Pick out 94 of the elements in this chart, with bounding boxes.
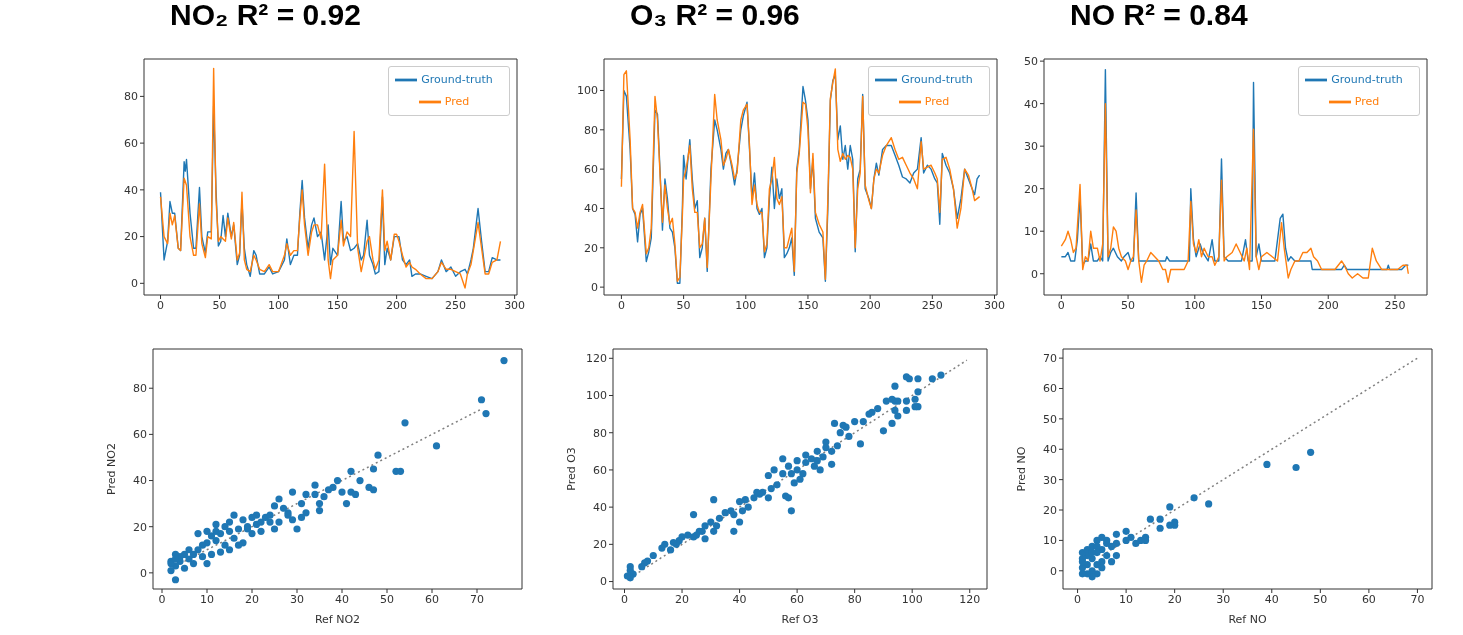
x-tick-label: 100 — [268, 298, 290, 312]
y-tick-label: 40 — [593, 501, 607, 515]
y-tick-label: 60 — [124, 137, 138, 151]
x-tick-label: 100 — [1184, 298, 1206, 312]
legend-label: Ground-truth — [1331, 73, 1403, 86]
y-tick-label: 70 — [1043, 352, 1057, 366]
y-tick-label: 60 — [133, 428, 147, 442]
x-tick-label: 250 — [921, 298, 943, 312]
y-axis-title: Pred O3 — [564, 447, 578, 491]
y-tick-label: 20 — [584, 241, 598, 255]
x-tick-label: 250 — [445, 298, 467, 312]
x-tick-label: 30 — [1216, 592, 1231, 606]
y-tick-label: 100 — [586, 389, 607, 403]
x-tick-label: 150 — [327, 298, 349, 312]
x-axis-title: Ref NO — [1228, 612, 1267, 626]
y-tick-label: 20 — [1024, 182, 1038, 196]
y-tick-label: 80 — [124, 90, 138, 104]
y-tick-label: 80 — [593, 426, 607, 440]
y-tick-label: 20 — [133, 520, 147, 534]
x-tick-label: 40 — [1264, 592, 1279, 606]
x-tick-label: 10 — [200, 592, 214, 606]
x-tick-label: 60 — [790, 592, 805, 606]
x-tick-label: 40 — [335, 592, 349, 606]
x-tick-label: 150 — [797, 298, 819, 312]
x-tick-label: 50 — [1121, 298, 1136, 312]
x-tick-label: 40 — [732, 592, 747, 606]
x-tick-label: 50 — [1313, 592, 1328, 606]
y-tick-label: 0 — [140, 566, 147, 580]
y-tick-label: 20 — [593, 538, 607, 552]
x-tick-label: 0 — [617, 298, 625, 312]
x-tick-label: 300 — [984, 298, 1006, 312]
chart-title: NO R² = 0.84 — [1070, 0, 1248, 32]
y-tick-label: 40 — [124, 183, 138, 197]
chart-title: NO₂ R² = 0.92 — [170, 0, 361, 32]
x-tick-label: 50 — [380, 592, 394, 606]
y-axis-title: Pred NO2 — [104, 443, 118, 495]
x-tick-label: 30 — [290, 592, 304, 606]
x-tick-label: 80 — [847, 592, 862, 606]
y-tick-label: 0 — [131, 277, 138, 291]
y-axis-title: Pred NO — [1014, 446, 1028, 492]
legend-label: Pred — [1354, 95, 1380, 108]
y-tick-label: 30 — [1024, 140, 1038, 154]
y-tick-label: 10 — [1043, 534, 1057, 548]
x-tick-label: 100 — [735, 298, 757, 312]
x-tick-label: 70 — [1410, 592, 1425, 606]
y-tick-label: 10 — [1024, 225, 1038, 239]
x-tick-label: 200 — [386, 298, 408, 312]
y-tick-label: 40 — [1024, 97, 1038, 111]
x-tick-label: 0 — [621, 592, 629, 606]
y-tick-label: 40 — [133, 474, 147, 488]
x-tick-label: 0 — [1074, 592, 1082, 606]
y-tick-label: 80 — [584, 123, 598, 137]
y-tick-label: 80 — [133, 382, 147, 396]
x-tick-label: 10 — [1119, 592, 1134, 606]
x-tick-label: 100 — [901, 592, 923, 606]
legend-label: Pred — [924, 95, 950, 108]
x-tick-label: 200 — [1317, 298, 1339, 312]
x-tick-label: 50 — [212, 298, 227, 312]
x-tick-label: 20 — [245, 592, 259, 606]
y-tick-label: 0 — [1031, 267, 1038, 281]
x-tick-label: 300 — [504, 298, 526, 312]
y-tick-label: 60 — [584, 163, 598, 177]
legend-label: Ground-truth — [901, 73, 973, 86]
x-tick-label: 0 — [157, 298, 165, 312]
y-tick-label: 60 — [593, 463, 607, 477]
y-tick-label: 0 — [591, 281, 598, 295]
x-tick-label: 200 — [859, 298, 881, 312]
x-tick-label: 70 — [470, 592, 484, 606]
y-tick-label: 100 — [577, 84, 598, 98]
y-tick-label: 0 — [600, 575, 607, 589]
x-tick-label: 150 — [1251, 298, 1273, 312]
y-tick-label: 30 — [1043, 473, 1057, 487]
y-tick-label: 20 — [1043, 503, 1057, 517]
x-axis-title: Ref NO2 — [314, 612, 361, 626]
chart-title: O₃ R² = 0.96 — [630, 0, 800, 32]
x-tick-label: 250 — [1384, 298, 1406, 312]
y-tick-label: 40 — [584, 202, 598, 216]
y-tick-label: 20 — [124, 230, 138, 244]
x-tick-label: 60 — [1361, 592, 1376, 606]
y-tick-label: 0 — [1050, 564, 1057, 578]
y-tick-label: 40 — [1043, 443, 1057, 457]
y-tick-label: 120 — [586, 352, 607, 366]
y-tick-label: 50 — [1043, 412, 1057, 426]
x-tick-label: 60 — [425, 592, 439, 606]
x-axis-title: Ref O3 — [781, 612, 819, 626]
x-tick-label: 20 — [675, 592, 690, 606]
x-tick-label: 50 — [676, 298, 691, 312]
legend-label: Ground-truth — [421, 73, 493, 86]
y-tick-label: 60 — [1043, 382, 1057, 396]
y-tick-label: 50 — [1024, 55, 1038, 69]
x-tick-label: 120 — [959, 592, 981, 606]
x-tick-label: 0 — [158, 592, 166, 606]
legend-label: Pred — [444, 95, 470, 108]
x-tick-label: 20 — [1167, 592, 1182, 606]
